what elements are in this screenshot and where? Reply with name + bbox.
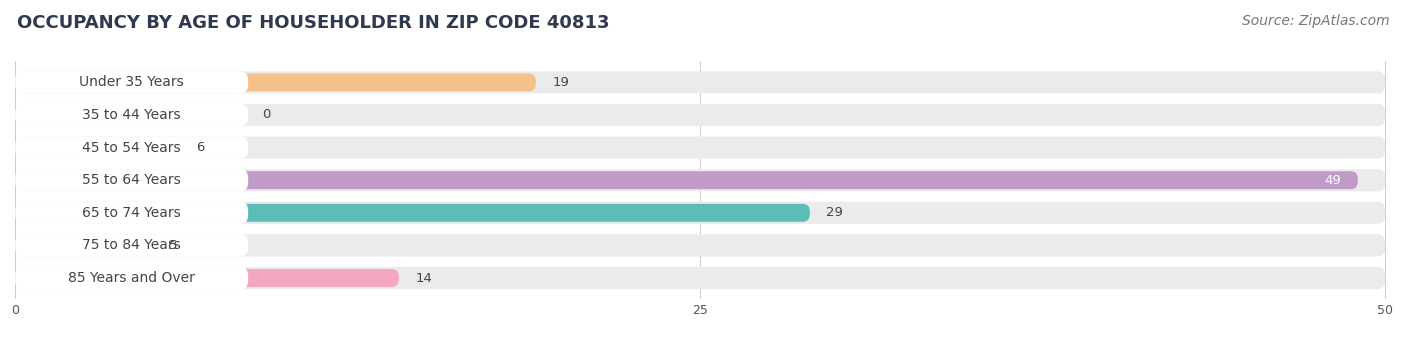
Text: 85 Years and Over: 85 Years and Over — [69, 271, 195, 285]
Text: Under 35 Years: Under 35 Years — [79, 75, 184, 89]
FancyBboxPatch shape — [15, 267, 247, 289]
FancyBboxPatch shape — [15, 71, 247, 94]
FancyBboxPatch shape — [15, 169, 1385, 191]
Text: 45 to 54 Years: 45 to 54 Years — [83, 141, 181, 155]
Text: Source: ZipAtlas.com: Source: ZipAtlas.com — [1241, 14, 1389, 28]
FancyBboxPatch shape — [15, 234, 1385, 256]
FancyBboxPatch shape — [15, 104, 1385, 126]
FancyBboxPatch shape — [15, 202, 247, 224]
Text: 14: 14 — [415, 272, 432, 285]
FancyBboxPatch shape — [15, 104, 247, 126]
Text: 55 to 64 Years: 55 to 64 Years — [83, 173, 181, 187]
Text: 35 to 44 Years: 35 to 44 Years — [83, 108, 181, 122]
FancyBboxPatch shape — [15, 267, 1385, 289]
FancyBboxPatch shape — [15, 204, 810, 222]
FancyBboxPatch shape — [15, 171, 1358, 189]
FancyBboxPatch shape — [15, 169, 247, 191]
Text: 75 to 84 Years: 75 to 84 Years — [83, 238, 181, 252]
Text: OCCUPANCY BY AGE OF HOUSEHOLDER IN ZIP CODE 40813: OCCUPANCY BY AGE OF HOUSEHOLDER IN ZIP C… — [17, 14, 609, 32]
FancyBboxPatch shape — [15, 202, 1385, 224]
FancyBboxPatch shape — [15, 73, 536, 91]
FancyBboxPatch shape — [15, 71, 1385, 94]
Text: 0: 0 — [262, 108, 270, 121]
FancyBboxPatch shape — [15, 269, 399, 287]
Text: 29: 29 — [827, 206, 844, 219]
Text: 65 to 74 Years: 65 to 74 Years — [83, 206, 181, 220]
FancyBboxPatch shape — [15, 234, 247, 256]
FancyBboxPatch shape — [15, 137, 247, 159]
Text: 49: 49 — [1324, 174, 1341, 187]
Text: 5: 5 — [169, 239, 177, 252]
FancyBboxPatch shape — [15, 137, 1385, 159]
FancyBboxPatch shape — [15, 236, 152, 254]
Text: 6: 6 — [195, 141, 204, 154]
Text: 19: 19 — [553, 76, 569, 89]
FancyBboxPatch shape — [15, 139, 180, 156]
